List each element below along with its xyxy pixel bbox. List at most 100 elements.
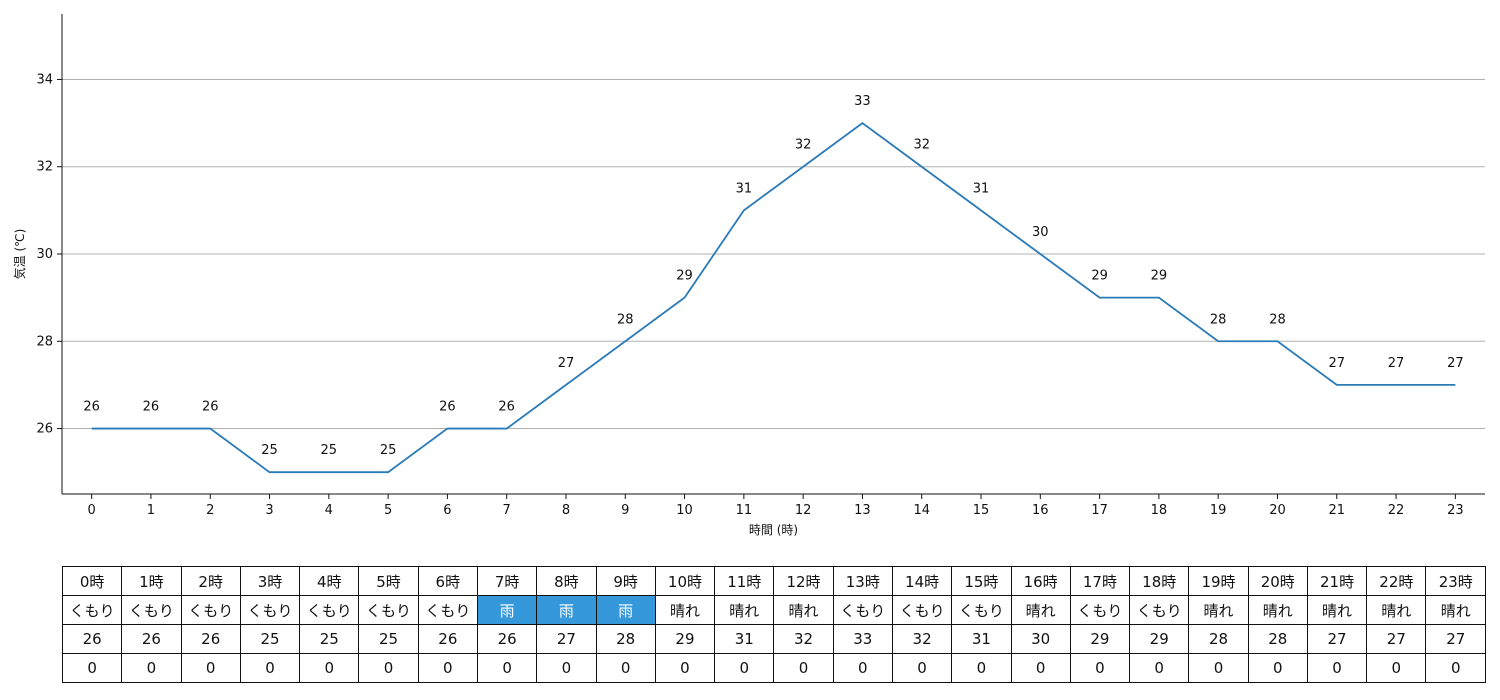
weather-cell: 雨 [536, 595, 597, 625]
hour-cell: 12時 [773, 566, 834, 596]
x-tick-label: 3 [265, 503, 273, 518]
x-tick-label: 5 [384, 503, 392, 518]
precipitation-cell: 0 [1188, 653, 1249, 683]
x-tick-label: 19 [1210, 503, 1227, 518]
hour-cell: 2時 [180, 566, 241, 596]
temperature-cell: 27 [536, 624, 597, 654]
precipitation-cell: 0 [239, 653, 301, 683]
data-label: 28 [1210, 312, 1227, 327]
weather-cell: 晴れ [1425, 595, 1486, 625]
x-tick-label: 21 [1328, 503, 1345, 518]
x-tick-label: 9 [621, 503, 629, 518]
data-label: 27 [1388, 356, 1405, 371]
temperature-line [91, 121, 1456, 474]
series-layer [91, 121, 1456, 474]
data-label: 33 [854, 94, 871, 109]
weather-cell: 晴れ [1247, 595, 1308, 625]
weather-cell: くもり [891, 595, 953, 625]
data-label: 27 [1328, 356, 1345, 371]
x-tick-label: 0 [88, 503, 96, 518]
precipitation-cell: 0 [536, 653, 597, 683]
data-label: 28 [1269, 312, 1286, 327]
temperature-cell: 27 [1366, 624, 1427, 654]
temperature-cell: 26 [121, 624, 182, 654]
weather-cell: 雨 [595, 595, 656, 625]
temperature-cell: 26 [417, 624, 478, 654]
precipitation-cell: 0 [1247, 653, 1308, 683]
hour-cell: 21時 [1306, 566, 1368, 596]
data-label: 27 [558, 356, 575, 371]
weather-cell: くもり [832, 595, 893, 625]
temperature-cell: 29 [1069, 624, 1131, 654]
x-tick-label: 7 [503, 503, 511, 518]
data-label: 26 [143, 400, 160, 415]
weather-cell: 晴れ [654, 595, 716, 625]
precipitation-cell: 0 [180, 653, 241, 683]
data-label: 26 [202, 400, 219, 415]
precipitation-cell: 0 [1425, 653, 1486, 683]
hour-cell: 19時 [1188, 566, 1249, 596]
x-tick-label: 14 [913, 503, 930, 518]
data-label: 27 [1447, 356, 1464, 371]
x-axis-title: 時間 (時) [749, 523, 798, 537]
hourly-weather-table: 0時 1時 2時 3時 4時 5時 6時 7時 8時 9時 10時 11時 12時 13時 14時 15時 16… [61, 566, 1486, 683]
weather-cell: くもり [121, 595, 182, 625]
hour-cell: 22時 [1366, 566, 1427, 596]
precipitation-cell: 0 [61, 653, 123, 683]
temperature-cell: 27 [1306, 624, 1368, 654]
weather-cell: くもり [239, 595, 301, 625]
hour-cell: 17時 [1069, 566, 1131, 596]
precipitation-cell: 0 [832, 653, 893, 683]
precipitation-cell: 0 [358, 653, 419, 683]
data-label: 31 [973, 181, 990, 196]
x-tick-label: 22 [1388, 503, 1405, 518]
x-tick-label: 17 [1091, 503, 1108, 518]
x-tick-label: 6 [443, 503, 451, 518]
hour-cell: 1時 [121, 566, 182, 596]
weather-cell: 晴れ [1306, 595, 1368, 625]
data-label: 29 [1151, 269, 1168, 284]
temperature-cell: 31 [951, 624, 1012, 654]
data-label: 29 [1091, 269, 1108, 284]
data-label: 29 [676, 269, 693, 284]
temperature-cell: 29 [1129, 624, 1190, 654]
x-tick-label: 18 [1151, 503, 1168, 518]
labels-layer: 26 26 26 25 25 25 26 26 27 28 29 31 32 33 32 31 30 29 29 28… [83, 94, 1463, 458]
hour-cell: 15時 [951, 566, 1012, 596]
data-label: 32 [795, 138, 812, 153]
weather-cell: くもり [951, 595, 1012, 625]
precipitation-cell: 0 [299, 653, 360, 683]
x-tick-label: 13 [854, 503, 871, 518]
data-label: 25 [380, 443, 397, 458]
x-tick-label: 12 [795, 503, 812, 518]
precipitation-cell: 0 [891, 653, 953, 683]
temperature-cell: 28 [595, 624, 656, 654]
data-label: 25 [261, 443, 278, 458]
data-label: 25 [321, 443, 338, 458]
temperature-row: 26 26 26 25 25 25 26 26 27 28 29 31 32 33 32 31 30 29 29 28… [61, 624, 1486, 654]
precipitation-cell: 0 [951, 653, 1012, 683]
hour-cell: 11時 [714, 566, 775, 596]
hour-cell: 14時 [891, 566, 953, 596]
weather-cell: くもり [299, 595, 360, 625]
hour-cell: 7時 [476, 566, 538, 596]
temperature-cell: 26 [476, 624, 538, 654]
precipitation-cell: 0 [121, 653, 182, 683]
y-tick-label: 34 [36, 72, 53, 87]
x-tick-label: 8 [562, 503, 570, 518]
data-label: 28 [617, 312, 634, 327]
hour-cell: 16時 [1010, 566, 1071, 596]
x-tick-label: 10 [676, 503, 693, 518]
weather-cell: くもり [1069, 595, 1131, 625]
data-label: 26 [83, 400, 100, 415]
hour-cell: 4時 [299, 566, 360, 596]
x-tick-label: 16 [1032, 503, 1049, 518]
hour-cell: 18時 [1129, 566, 1190, 596]
temperature-cell: 29 [654, 624, 716, 654]
y-tick-label: 30 [36, 247, 53, 262]
temperature-cell: 32 [773, 624, 834, 654]
precipitation-cell: 0 [1010, 653, 1071, 683]
